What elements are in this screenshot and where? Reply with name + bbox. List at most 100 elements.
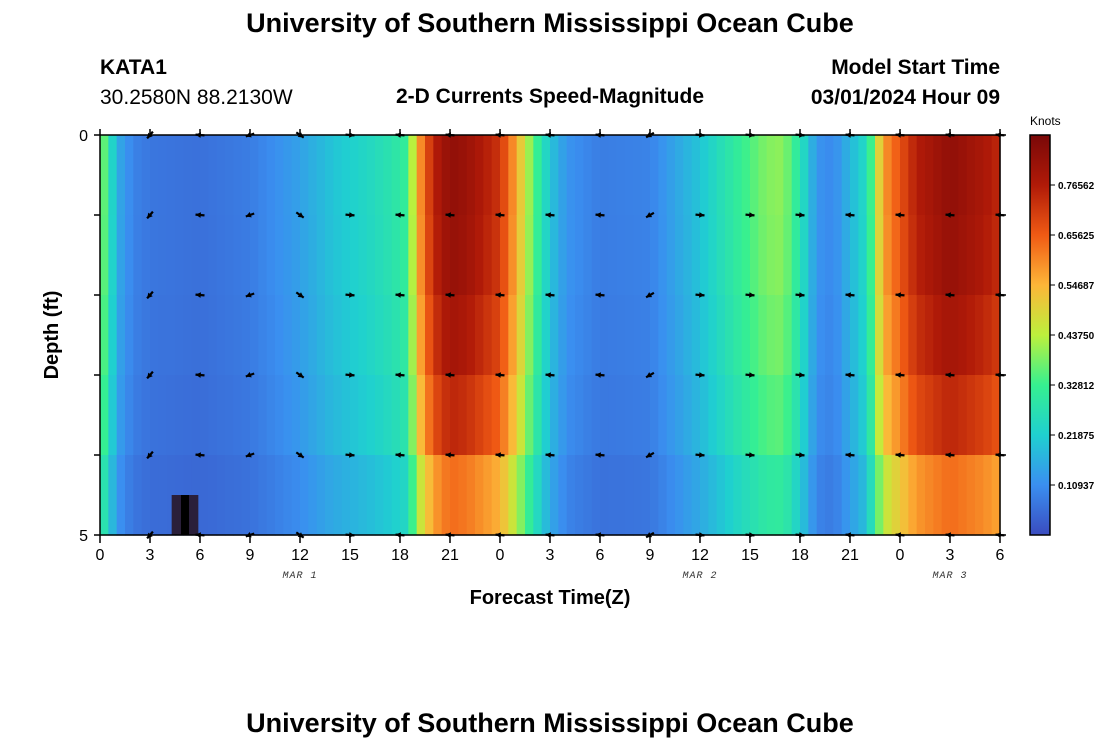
heatmap-cell <box>458 375 468 456</box>
heatmap-cell <box>241 375 251 456</box>
heatmap-cell <box>283 295 293 376</box>
heatmap-cell <box>341 375 351 456</box>
heatmap-cell <box>233 455 243 536</box>
heatmap-cell <box>375 215 384 296</box>
heatmap-cell <box>916 215 926 296</box>
heatmap-cell <box>341 135 351 216</box>
heatmap-cell <box>283 375 293 456</box>
heatmap-cell <box>200 135 209 216</box>
heatmap-cell <box>133 135 143 216</box>
heatmap-cell <box>241 215 251 296</box>
arrow-head <box>495 372 501 378</box>
heatmap-cell <box>308 215 318 296</box>
heatmap-cell <box>200 215 209 296</box>
heatmap-cell <box>866 375 876 456</box>
heatmap-cell <box>391 215 401 296</box>
heatmap-cell <box>475 215 484 296</box>
heatmap-cell <box>341 215 351 296</box>
heatmap-cell <box>875 455 884 536</box>
heatmap-cell <box>966 295 976 376</box>
heatmap-cell <box>800 375 809 456</box>
heatmap-cell <box>141 135 151 216</box>
heatmap-cell <box>491 375 501 456</box>
heatmap-cell <box>441 215 451 296</box>
heatmap-cell <box>616 135 626 216</box>
heatmap-cell <box>908 455 918 536</box>
heatmap-cell <box>208 375 218 456</box>
arrow-head <box>245 452 252 458</box>
current-arrow <box>945 292 955 298</box>
arrow-head <box>845 292 851 298</box>
heatmap-cell <box>608 215 618 296</box>
heatmap-cell <box>950 375 959 456</box>
heatmap-cell <box>266 455 276 536</box>
x-tick-label: 0 <box>496 547 505 564</box>
arrow-head <box>349 452 355 458</box>
heatmap-cell <box>983 455 993 536</box>
heatmap-cell <box>333 135 343 216</box>
heatmap-cell <box>658 295 668 376</box>
heatmap-cell <box>741 455 751 536</box>
heatmap-cell <box>450 455 459 536</box>
heatmap-cell <box>733 135 743 216</box>
heatmap-cell <box>833 295 843 376</box>
current-arrow <box>445 292 455 298</box>
heatmap-cell <box>216 135 226 216</box>
heatmap-cell <box>225 135 234 216</box>
heatmap-cell <box>975 375 984 456</box>
current-arrow <box>895 212 905 218</box>
heatmap-cell <box>691 135 701 216</box>
heatmap-cell <box>658 455 668 536</box>
heatmap-cell <box>216 455 226 536</box>
heatmap-cell <box>383 295 393 376</box>
heatmap-cell <box>700 295 709 376</box>
heatmap-cell <box>750 215 759 296</box>
missing-data-cell <box>181 495 189 535</box>
colorbar-tick-label: 0.54687 <box>1058 281 1095 292</box>
heatmap-cell <box>483 295 493 376</box>
heatmap-cell <box>516 375 526 456</box>
heatmap-cell <box>925 455 934 536</box>
heatmap-cell <box>275 135 284 216</box>
x-tick-label: 9 <box>246 547 255 564</box>
current-arrow <box>795 372 805 378</box>
model-start-label: Model Start Time <box>831 56 1000 79</box>
heatmap-cell <box>150 215 159 296</box>
heatmap-cell <box>616 455 626 536</box>
heatmap-cell <box>783 375 793 456</box>
heatmap-cell <box>425 135 434 216</box>
heatmap-cell <box>458 295 468 376</box>
arrow-head <box>495 292 501 298</box>
x-tick-label: 3 <box>946 547 955 564</box>
heatmap-cell <box>491 455 501 536</box>
heatmap-cell <box>941 215 951 296</box>
current-arrow <box>245 372 255 378</box>
heatmap-cell <box>700 375 709 456</box>
heatmap-cell <box>766 295 776 376</box>
heatmap-cell <box>175 375 184 456</box>
heatmap-cell <box>233 295 243 376</box>
heatmap-cell <box>825 215 834 296</box>
heatmap-cell <box>783 295 793 376</box>
heatmap-cell <box>891 215 901 296</box>
heatmap-cell <box>225 455 234 536</box>
current-arrow <box>545 452 555 458</box>
heatmap-cell <box>366 375 376 456</box>
arrow-head <box>545 212 551 218</box>
heatmap-cell <box>466 455 476 536</box>
heatmap-cell <box>125 135 134 216</box>
heatmap-cell <box>700 135 709 216</box>
heatmap-cell <box>200 295 209 376</box>
x-tick-label: 21 <box>441 547 459 564</box>
heatmap-cell <box>958 215 968 296</box>
arrow-head <box>395 212 401 218</box>
heatmap-cell <box>583 295 593 376</box>
heatmap-cell <box>216 215 226 296</box>
heatmap-cell <box>816 135 826 216</box>
heatmap-cell <box>625 375 634 456</box>
heatmap-cell <box>900 455 909 536</box>
heatmap-cell <box>425 215 434 296</box>
heatmap-cell <box>375 455 384 536</box>
current-arrow <box>295 291 305 299</box>
